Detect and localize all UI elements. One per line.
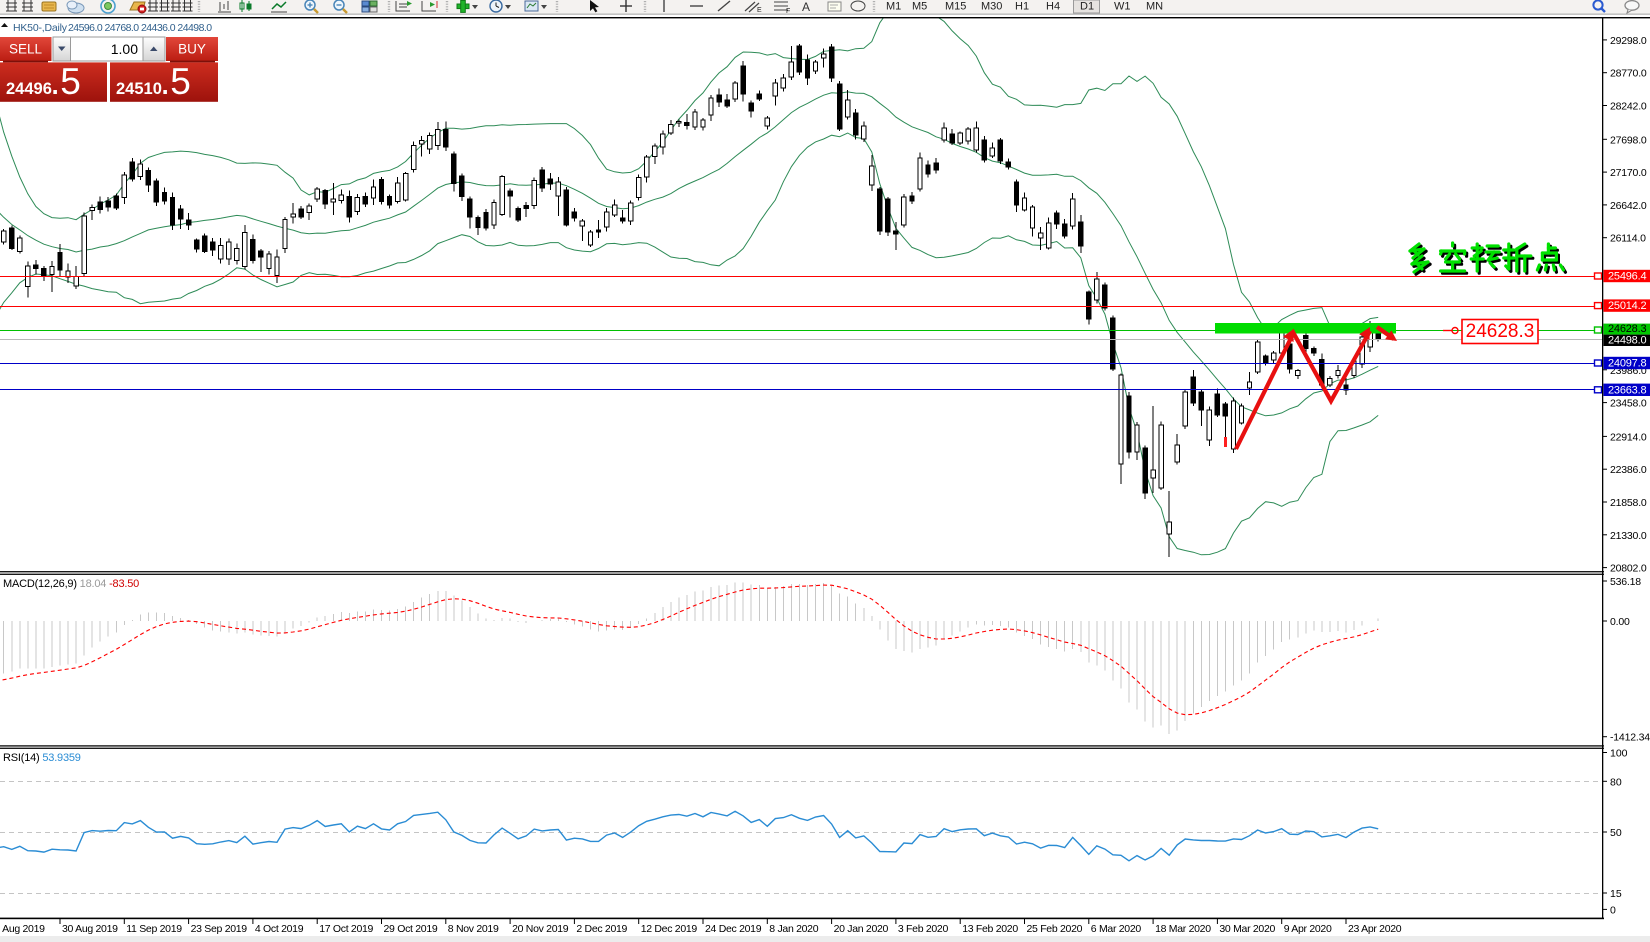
- svg-text:23663.8: 23663.8: [1608, 384, 1646, 396]
- svg-text:18 Mar 2020: 18 Mar 2020: [1155, 923, 1211, 935]
- svg-text:H1: H1: [1015, 1, 1029, 13]
- svg-text:M5: M5: [912, 1, 927, 13]
- svg-text:24628.3: 24628.3: [1466, 321, 1535, 342]
- svg-text:30 Aug 2019: 30 Aug 2019: [62, 923, 118, 935]
- svg-text:20 Jan 2020: 20 Jan 2020: [834, 923, 889, 935]
- svg-text:26114.0: 26114.0: [1610, 233, 1646, 245]
- svg-text:.5: .5: [50, 61, 81, 102]
- svg-text:22914.0: 22914.0: [1610, 431, 1647, 443]
- svg-text:1.00: 1.00: [111, 41, 138, 57]
- svg-text:11 Sep 2019: 11 Sep 2019: [126, 923, 182, 935]
- svg-text:17 Oct 2019: 17 Oct 2019: [319, 923, 373, 935]
- svg-text:26642.0: 26642.0: [1610, 200, 1647, 212]
- svg-text:BUY: BUY: [178, 42, 206, 57]
- svg-text:25014.2: 25014.2: [1608, 300, 1646, 312]
- svg-text:24510: 24510: [116, 80, 162, 98]
- svg-text:MACD(12,26,9) 18.04 -83.50: MACD(12,26,9) 18.04 -83.50: [3, 578, 139, 590]
- svg-text:15: 15: [1610, 888, 1622, 900]
- svg-text:4 Oct 2019: 4 Oct 2019: [255, 923, 304, 935]
- svg-text:23458.0: 23458.0: [1610, 398, 1647, 410]
- svg-text:50: 50: [1610, 827, 1622, 839]
- svg-text:27698.0: 27698.0: [1610, 134, 1647, 146]
- svg-text:24 Dec 2019: 24 Dec 2019: [705, 923, 762, 935]
- svg-text:21330.0: 21330.0: [1610, 530, 1647, 542]
- svg-text:3 Feb 2020: 3 Feb 2020: [898, 923, 949, 935]
- svg-text:SELL: SELL: [9, 42, 43, 57]
- svg-text:24498.0: 24498.0: [1608, 334, 1646, 346]
- svg-text:M30: M30: [981, 1, 1002, 13]
- svg-text:6 Mar 2020: 6 Mar 2020: [1091, 923, 1142, 935]
- svg-text:M1: M1: [886, 1, 901, 13]
- svg-text:20 Nov 2019: 20 Nov 2019: [512, 923, 569, 935]
- svg-text:20802.0: 20802.0: [1610, 563, 1647, 575]
- svg-text:536.18: 536.18: [1610, 576, 1641, 588]
- svg-text:29 Oct 2019: 29 Oct 2019: [384, 923, 438, 935]
- svg-text:F: F: [786, 8, 790, 15]
- svg-text:A: A: [802, 0, 810, 14]
- svg-text:24097.8: 24097.8: [1608, 358, 1646, 370]
- svg-text:24496: 24496: [6, 80, 52, 98]
- svg-text:2 Dec 2019: 2 Dec 2019: [576, 923, 627, 935]
- svg-text:23 Sep 2019: 23 Sep 2019: [191, 923, 248, 935]
- svg-text:D1: D1: [1080, 1, 1094, 13]
- svg-text:E: E: [757, 7, 762, 14]
- svg-text:21858.0: 21858.0: [1610, 497, 1647, 509]
- svg-text:8 Jan 2020: 8 Jan 2020: [769, 923, 818, 935]
- svg-text:28770.0: 28770.0: [1610, 68, 1647, 80]
- svg-text:H4: H4: [1046, 1, 1060, 13]
- svg-text:25 Feb 2020: 25 Feb 2020: [1027, 923, 1083, 935]
- svg-text:80: 80: [1610, 776, 1622, 788]
- svg-text:MN: MN: [1146, 1, 1163, 13]
- svg-text:27170.0: 27170.0: [1610, 167, 1647, 179]
- svg-text:-1412.34: -1412.34: [1610, 732, 1650, 744]
- svg-text:0.00: 0.00: [1610, 616, 1630, 628]
- svg-text:20 Aug 2019: 20 Aug 2019: [0, 923, 45, 935]
- svg-text:29298.0: 29298.0: [1610, 35, 1647, 47]
- svg-text:13 Feb 2020: 13 Feb 2020: [962, 923, 1018, 935]
- svg-text:9 Apr 2020: 9 Apr 2020: [1284, 923, 1332, 935]
- svg-text:0: 0: [1610, 904, 1616, 916]
- svg-text:100: 100: [1610, 748, 1628, 760]
- svg-text:HK50-,Daily: HK50-,Daily: [13, 22, 68, 34]
- svg-text:W1: W1: [1114, 1, 1131, 13]
- svg-text:24596.0 24768.0 24436.0 24498.: 24596.0 24768.0 24436.0 24498.0: [68, 22, 212, 34]
- svg-text:8 Nov 2019: 8 Nov 2019: [448, 923, 499, 935]
- svg-text:RSI(14) 53.9359: RSI(14) 53.9359: [3, 752, 81, 764]
- svg-text:23 Apr 2020: 23 Apr 2020: [1348, 923, 1402, 935]
- svg-text:22386.0: 22386.0: [1610, 464, 1647, 476]
- svg-text:24628.3: 24628.3: [1608, 323, 1646, 335]
- svg-text:30 Mar 2020: 30 Mar 2020: [1219, 923, 1275, 935]
- svg-text:.5: .5: [160, 61, 191, 102]
- svg-text:12 Dec 2019: 12 Dec 2019: [641, 923, 698, 935]
- svg-text:25496.4: 25496.4: [1608, 271, 1646, 283]
- svg-text:M15: M15: [945, 1, 966, 13]
- svg-text:28242.0: 28242.0: [1610, 101, 1647, 113]
